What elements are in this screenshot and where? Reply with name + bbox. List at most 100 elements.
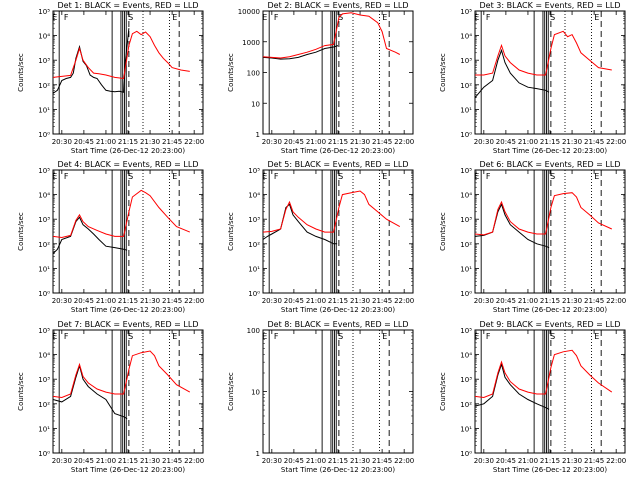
x-tick-label: 21:00: [518, 138, 538, 146]
y-tick-label: 10⁰: [38, 290, 50, 298]
lld-series-line: [475, 30, 612, 76]
event-markers: [58, 330, 180, 453]
event-markers: [480, 330, 602, 453]
x-tick-label: 20:45: [74, 297, 94, 305]
y-axis-label: Counts/sec: [439, 372, 447, 411]
y-axis-label: Counts/sec: [439, 53, 447, 92]
x-axis-label: Start Time (26-Dec-12 20:23:00): [281, 466, 395, 474]
y-tick-label: 10⁰: [38, 131, 50, 139]
marker-letter: E: [474, 332, 479, 341]
series-group: [475, 349, 613, 410]
series-group: [263, 190, 401, 245]
marker-letter: F: [64, 172, 69, 181]
x-tick-label: 20:45: [284, 138, 304, 146]
event-markers: [480, 170, 602, 293]
y-tick-label: 10: [251, 389, 260, 397]
panel-title: Det 8: BLACK = Events, RED = LLD: [268, 320, 409, 329]
y-tick-label: 10²: [38, 401, 50, 409]
panel-title: Det 1: BLACK = Events, RED = LLD: [58, 1, 199, 10]
marker-letter: F: [64, 13, 69, 22]
y-tick-label: 100: [247, 327, 260, 335]
y-tick-label: 10²: [460, 82, 472, 90]
x-tick-label: 21:00: [306, 138, 326, 146]
marker-letter: E: [474, 13, 479, 22]
x-tick-label: 20:30: [262, 297, 282, 305]
x-tick-label: 21:00: [306, 457, 326, 465]
y-tick-label: 10: [251, 100, 260, 108]
x-tick-label: 20:30: [52, 457, 72, 465]
panel-det-9: Det 9: BLACK = Events, RED = LLD 10⁰ 10¹ 10…: [439, 320, 626, 474]
x-tick-label: 21:30: [350, 297, 370, 305]
x-axis-label: Start Time (26-Dec-12 20:23:00): [71, 466, 185, 474]
y-axis-label: Counts/sec: [227, 53, 235, 92]
panel-title: Det 3: BLACK = Events, RED = LLD: [480, 1, 621, 10]
panel-det-6: Det 6: BLACK = Events, RED = LLD 10⁰ 10¹ 10…: [439, 160, 626, 314]
y-tick-label: 10⁵: [248, 167, 260, 175]
marker-letter: E: [382, 332, 387, 341]
marker-letter: E: [262, 172, 267, 181]
event-markers: [58, 11, 180, 134]
y-tick-label: 10⁴: [460, 352, 472, 360]
y-axis-label: Counts/sec: [227, 212, 235, 251]
marker-letter: S: [128, 172, 133, 181]
marker-letter: S: [128, 332, 133, 341]
marker-letter: E: [594, 332, 599, 341]
panel-det-4: Det 4: BLACK = Events, RED = LLD 10⁰ 10¹ 10…: [17, 160, 204, 314]
x-tick-label: 21:45: [584, 138, 604, 146]
x-tick-label: 21:45: [372, 138, 392, 146]
x-tick-label: 21:15: [118, 138, 138, 146]
y-tick-label: 10¹: [38, 265, 50, 273]
y-tick-label: 10²: [38, 241, 50, 249]
lld-series-line: [263, 12, 401, 59]
x-tick-label: 21:45: [584, 457, 604, 465]
x-tick-label: 21:30: [140, 297, 160, 305]
plot-frame: [474, 169, 626, 294]
x-tick-label: 21:15: [118, 297, 138, 305]
marker-letter: E: [262, 332, 267, 341]
x-tick-label: 22:00: [606, 297, 626, 305]
y-tick-label: 10⁴: [248, 192, 260, 200]
x-tick-label: 21:30: [562, 457, 582, 465]
plot-frame: [262, 329, 414, 454]
event-markers: [268, 170, 390, 293]
x-tick-label: 21:45: [162, 297, 182, 305]
x-tick-label: 21:30: [140, 138, 160, 146]
y-tick-label: 10⁴: [460, 192, 472, 200]
x-tick-label: 21:45: [372, 457, 392, 465]
marker-letter: S: [338, 332, 343, 341]
y-tick-label: 10⁰: [38, 450, 50, 458]
y-tick-label: 1: [256, 450, 260, 458]
y-tick-label: 10⁵: [460, 8, 472, 16]
y-tick-label: 10³: [460, 376, 472, 384]
y-tick-label: 10⁵: [38, 327, 50, 335]
y-tick-label: 10²: [460, 401, 472, 409]
x-tick-label: 20:45: [74, 138, 94, 146]
y-tick-label: 10¹: [38, 425, 50, 433]
y-tick-label: 10⁴: [38, 192, 50, 200]
y-tick-label: 10¹: [460, 106, 472, 114]
series-group: [475, 30, 612, 99]
y-tick-label: 10⁵: [38, 8, 50, 16]
y-tick-label: 10³: [460, 216, 472, 224]
x-tick-label: 21:45: [584, 297, 604, 305]
x-tick-label: 21:15: [118, 457, 138, 465]
x-tick-label: 21:30: [562, 297, 582, 305]
panel-title: Det 2: BLACK = Events, RED = LLD: [268, 1, 409, 10]
y-tick-label: 10²: [460, 241, 472, 249]
y-tick-label: 10¹: [248, 265, 260, 273]
x-tick-label: 20:30: [474, 457, 494, 465]
marker-letter: S: [550, 13, 555, 22]
event-markers: [58, 170, 180, 293]
marker-letter: S: [550, 332, 555, 341]
lld-series-line: [53, 350, 191, 399]
x-tick-label: 21:00: [96, 297, 116, 305]
series-group: [53, 189, 190, 254]
plot-frame: [52, 10, 204, 135]
x-tick-label: 20:45: [496, 138, 516, 146]
y-axis-label: Counts/sec: [17, 53, 25, 92]
x-tick-label: 21:00: [96, 457, 116, 465]
events-series-line: [53, 363, 128, 420]
x-tick-label: 21:15: [540, 297, 560, 305]
marker-letter: E: [52, 13, 57, 22]
lld-series-line: [53, 30, 190, 80]
